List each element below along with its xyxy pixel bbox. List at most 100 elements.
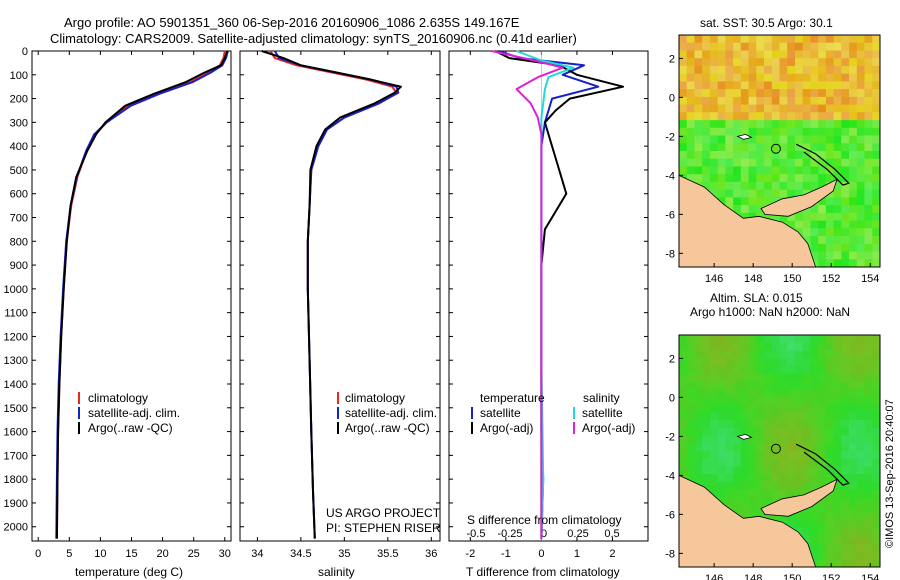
map-cell [756, 466, 765, 475]
map-cell [771, 143, 780, 152]
map-cell [779, 381, 788, 390]
depth-tick-label: 1400 [4, 379, 28, 391]
map-cell [864, 205, 873, 214]
map-cell [825, 89, 834, 98]
map-cell [686, 143, 695, 152]
map-cell [748, 120, 757, 129]
map-cell [740, 466, 749, 475]
map-cell [787, 143, 796, 152]
map-cell [872, 381, 881, 390]
map-cell [787, 404, 796, 413]
map-cell [872, 96, 881, 105]
map-cell [764, 365, 773, 374]
map-cell [694, 65, 703, 74]
map-cell [833, 135, 842, 144]
map-cell [686, 412, 695, 421]
legend-title-temperature: temperature [480, 391, 545, 405]
map-cell [679, 120, 688, 129]
map-cell [856, 205, 865, 214]
map-cell [872, 365, 881, 374]
map-cell [810, 174, 819, 183]
map-cell [779, 81, 788, 90]
map-cell [849, 58, 858, 67]
island-manus [736, 133, 753, 140]
map-cell [717, 381, 726, 390]
map-cell [679, 166, 688, 175]
map-cell [849, 466, 858, 475]
map-cell [771, 342, 780, 351]
map-cell [849, 158, 858, 167]
map-cell [748, 474, 757, 483]
map-cell [725, 358, 734, 367]
map-cell [872, 373, 881, 382]
map-cell [748, 365, 757, 374]
map-cell [756, 181, 765, 190]
map-cell [841, 158, 850, 167]
map-cell [779, 135, 788, 144]
map-cell [795, 181, 804, 190]
map-cell [733, 174, 742, 183]
map-cell [679, 420, 688, 429]
map-cell [740, 505, 749, 514]
map-cell [841, 104, 850, 113]
map-cell [856, 420, 865, 429]
map-cell [694, 42, 703, 51]
map-cell [810, 96, 819, 105]
map-cell [779, 335, 788, 344]
map-cell [872, 412, 881, 421]
map-cell [748, 189, 757, 198]
map-cell [818, 228, 827, 237]
map-cell [694, 365, 703, 374]
map-cell [872, 528, 881, 537]
map-cell [717, 189, 726, 198]
map-cell [709, 73, 718, 82]
map-cell [733, 58, 742, 67]
salinity-axes [239, 50, 441, 542]
map-cell [717, 58, 726, 67]
map-cell [833, 120, 842, 129]
map-cell [702, 412, 711, 421]
map-cell [825, 505, 834, 514]
map-cell [694, 389, 703, 398]
map-cell [748, 342, 757, 351]
map-cell [733, 404, 742, 413]
map-cell [694, 466, 703, 475]
map-cell [709, 381, 718, 390]
sla-map-title: Altim. SLA: 0.015 [710, 291, 803, 305]
map-cell [841, 381, 850, 390]
map-cell [795, 42, 804, 51]
map-cell [818, 35, 827, 44]
map-cell [864, 396, 873, 405]
map-cell [872, 335, 881, 344]
map-cell [833, 181, 842, 190]
map-cell [771, 65, 780, 74]
map-cell [725, 365, 734, 374]
map-cell [771, 42, 780, 51]
map-cell [856, 342, 865, 351]
map-cell [825, 251, 834, 260]
map-cell [864, 189, 873, 198]
map-cell [856, 104, 865, 113]
map-cell [725, 497, 734, 506]
map-cell [694, 396, 703, 405]
map-cell [787, 120, 796, 129]
map-cell [825, 236, 834, 245]
map-cell [849, 42, 858, 51]
map-cell [702, 365, 711, 374]
map-cell [856, 50, 865, 59]
map-cell [733, 50, 742, 59]
map-cell [856, 259, 865, 268]
map-cell [795, 158, 804, 167]
map-cell [864, 497, 873, 506]
map-cell [849, 497, 858, 506]
map-cell [810, 236, 819, 245]
map-cell [764, 104, 773, 113]
map-cell [748, 505, 757, 514]
map-cell [725, 197, 734, 206]
map-cell [686, 151, 695, 160]
map-cell [717, 427, 726, 436]
map-cell [802, 420, 811, 429]
map-cell [818, 259, 827, 268]
map-cell [810, 73, 819, 82]
map-cell [810, 220, 819, 229]
